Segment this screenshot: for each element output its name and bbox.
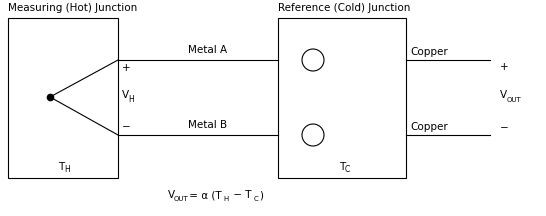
Text: V: V	[168, 190, 175, 200]
Text: Metal A: Metal A	[188, 45, 228, 55]
Text: +: +	[122, 63, 130, 73]
Text: Measuring (Hot) Junction: Measuring (Hot) Junction	[8, 3, 137, 13]
Text: OUT: OUT	[507, 97, 522, 103]
Text: H: H	[128, 95, 134, 103]
Text: H: H	[223, 196, 228, 202]
Text: Copper: Copper	[410, 47, 448, 57]
Text: Reference (Cold) Junction: Reference (Cold) Junction	[278, 3, 411, 13]
Text: V: V	[122, 90, 129, 100]
Circle shape	[302, 124, 324, 146]
Text: ): )	[259, 190, 263, 200]
Text: T: T	[58, 162, 64, 172]
Bar	[8, 18, 118, 178]
Text: −: −	[122, 122, 130, 132]
Text: C: C	[254, 196, 259, 202]
Text: − T: − T	[230, 190, 252, 200]
Circle shape	[302, 49, 324, 71]
Text: −: −	[500, 123, 509, 133]
Text: T: T	[339, 162, 345, 172]
Text: C: C	[345, 165, 350, 174]
Text: Metal B: Metal B	[188, 120, 228, 130]
Text: OUT: OUT	[174, 196, 189, 202]
Text: Copper: Copper	[410, 122, 448, 132]
Text: +: +	[500, 62, 509, 72]
Text: H: H	[64, 165, 70, 174]
Text: V: V	[500, 91, 507, 100]
Text: = α (T: = α (T	[186, 190, 222, 200]
Bar	[278, 18, 406, 178]
